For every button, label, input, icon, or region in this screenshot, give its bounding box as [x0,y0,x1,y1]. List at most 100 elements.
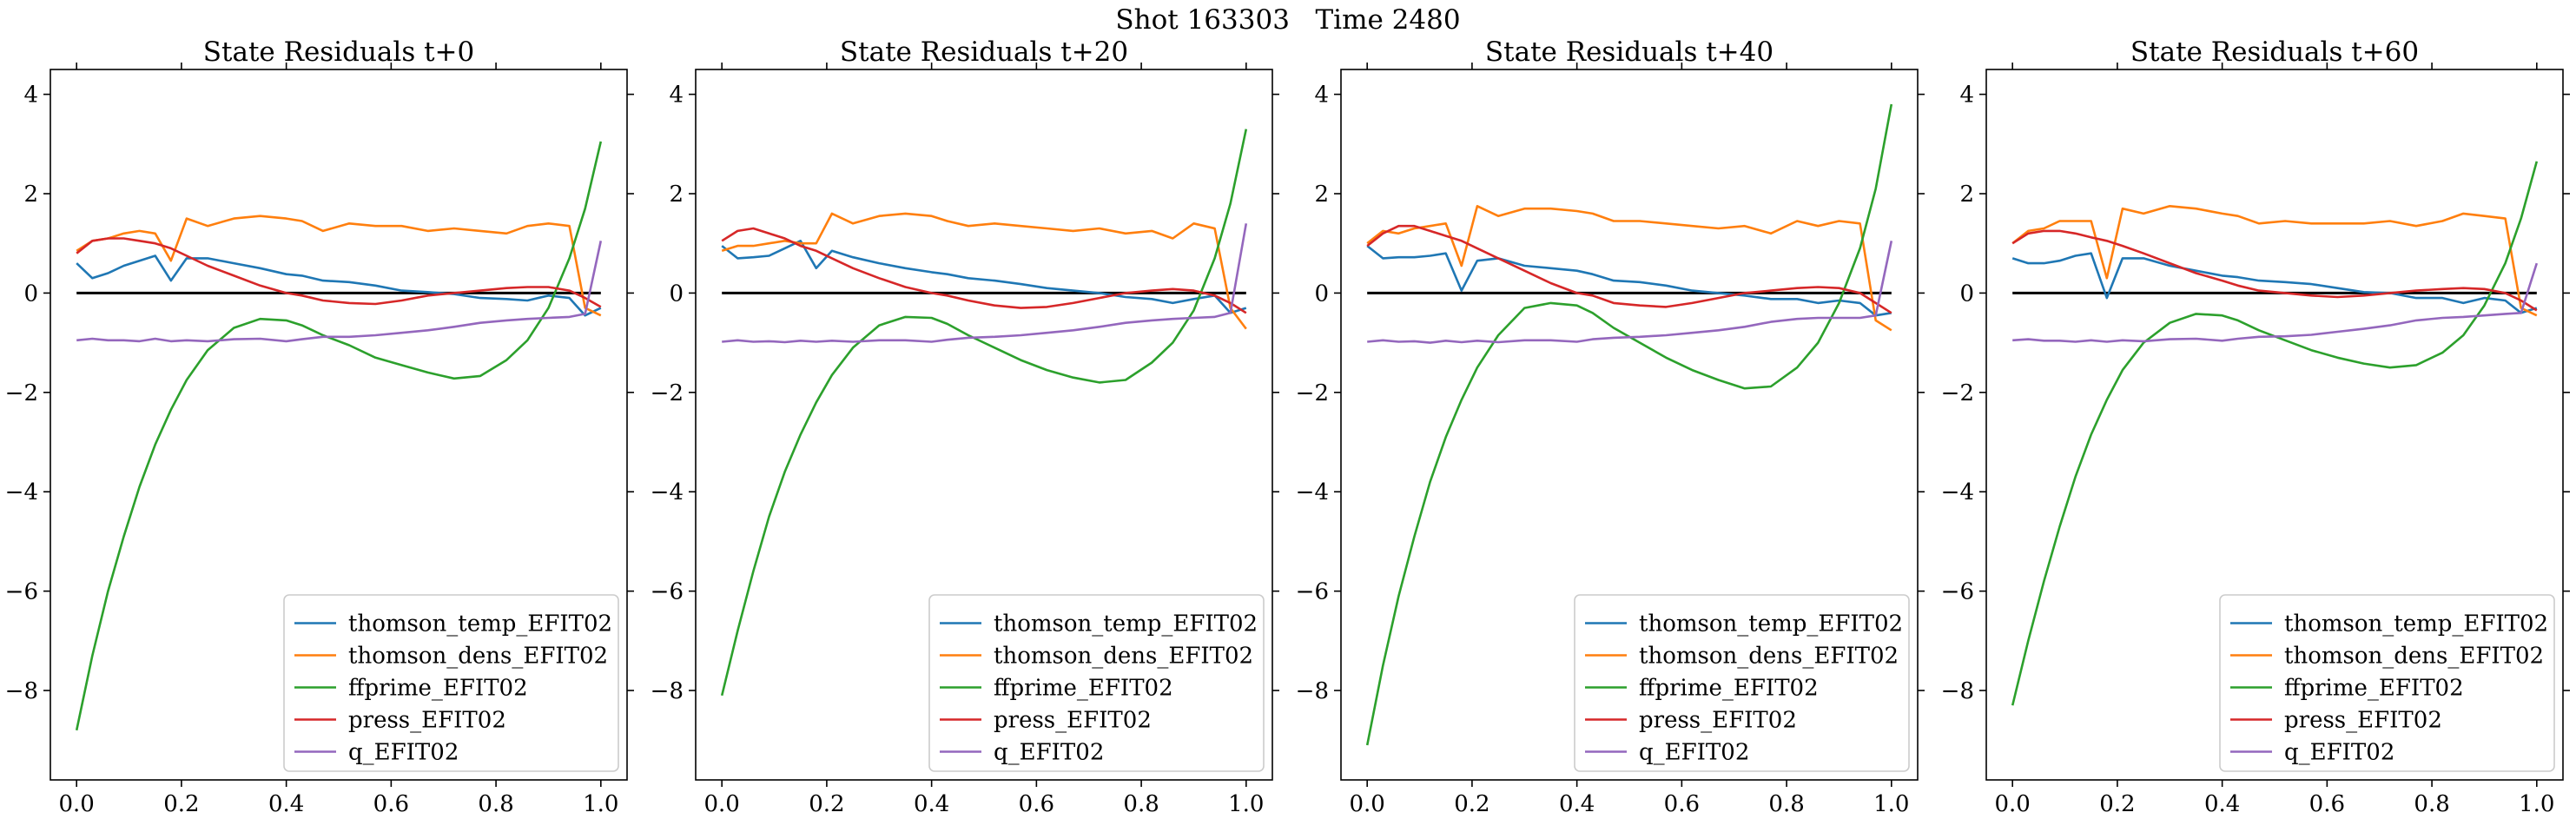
series-line-ffprime_EFIT02 [720,129,1248,697]
y-tick-label: 0 [1314,281,1329,307]
series-line-q_EFIT02 [76,241,603,343]
legend-label: q_EFIT02 [1639,740,1749,766]
x-tick-label: 0.2 [1454,791,1489,817]
series-line-press_EFIT02 [2011,229,2538,312]
series-line-press_EFIT02 [76,237,602,308]
y-tick-label: 4 [1959,83,1974,109]
legend: thomson_temp_EFIT02 thomson_dens_EFIT02ff… [283,594,619,772]
legend-box [928,594,1265,772]
legend-label: thomson_temp_EFIT02 [348,611,612,637]
y-tick-label: −6 [1941,579,1974,605]
legend-label: q_EFIT02 [348,740,459,766]
legend-label: thomson_dens_EFIT02 [2284,644,2544,670]
y-tick-label: 2 [23,182,38,208]
series-line-thomson_temp_EFIT02 [76,254,602,317]
panel-title: State Residuals t+60 [2130,36,2419,68]
y-tick-label: −6 [1296,579,1329,605]
x-tick-label: 1.0 [583,791,618,817]
x-tick-label: 0.2 [2099,791,2135,817]
x-tick-label: 0.2 [809,791,844,817]
series-line-ffprime_EFIT02 [1365,103,1893,746]
legend-label: thomson_temp_EFIT02 [2284,611,2548,637]
x-tick-label: 0.2 [163,791,199,817]
y-tick-label: −4 [1941,479,1974,505]
x-tick-label: 1.0 [1873,791,1909,817]
legend-label: ffprime_EFIT02 [2284,676,2464,702]
series-line-press_EFIT02 [721,227,1247,314]
legend-label: q_EFIT02 [2284,740,2394,766]
series-line-thomson_dens_EFIT02 [1366,205,1892,332]
x-tick-label: 0.4 [914,791,949,817]
chart-panel-4: State Residuals t+60 0.0 0.2 0.4 0.6 0.8 1.0 4 2… [1941,36,2570,817]
x-tick-label: 0.6 [1019,791,1054,817]
plot-frame [1985,69,2564,781]
legend: thomson_temp_EFIT02 thomson_dens_EFIT02ff… [2219,594,2555,772]
legend-box [2219,594,2555,772]
legend-label: ffprime_EFIT02 [994,676,1173,702]
y-tick-label: 0 [23,281,38,307]
series-line-thomson_dens_EFIT02 [2011,205,2538,317]
y-tick-label: −2 [5,380,38,406]
y-tick-label: −6 [651,579,684,605]
series-line-q_EFIT02 [1367,241,1893,344]
x-tick-label: 0.6 [373,791,409,817]
series-line-q_EFIT02 [2012,262,2539,343]
y-tick-label: −2 [651,380,684,406]
x-tick-label: 0.8 [2414,791,2449,817]
legend-label: thomson_dens_EFIT02 [348,644,608,670]
x-tick-label: 0.6 [1664,791,1700,817]
legend-label: press_EFIT02 [348,708,506,734]
legend-label: ffprime_EFIT02 [1639,676,1819,702]
x-tick-label: 0.8 [1123,791,1159,817]
y-tick-label: −4 [1296,479,1329,505]
panels: State Residuals t+0 0.0 0.2 0.4 0.6 0.8 1.0 4 2 0… [5,36,2570,817]
y-tick-label: 2 [1314,182,1329,208]
legend: thomson_temp_EFIT02 thomson_dens_EFIT02ff… [1574,594,1910,772]
series-line-thomson_temp_EFIT02 [2011,252,2538,314]
x-tick-label: 0.4 [268,791,304,817]
y-tick-label: −4 [651,479,684,505]
y-tick-label: −4 [5,479,38,505]
x-tick-label: 0.4 [1559,791,1595,817]
legend-box [283,594,619,772]
chart-panel-2: State Residuals t+20 0.0 0.2 0.4 0.6 0.8 1.0 4 2… [651,36,1279,817]
plot-frame [50,69,628,781]
y-tick-label: −8 [651,678,684,704]
plot-frame [1340,69,1919,781]
legend-label: press_EFIT02 [1639,708,1797,734]
y-tick-label: 2 [1959,182,1974,208]
series-line-thomson_dens_EFIT02 [76,215,602,317]
legend-label: thomson_temp_EFIT02 [994,611,1258,637]
plot-frame [695,69,1273,781]
y-tick-label: −8 [1941,678,1974,704]
x-tick-label: 0.0 [1995,791,2031,817]
legend-label: press_EFIT02 [2284,708,2442,734]
legend-label: q_EFIT02 [994,740,1104,766]
x-tick-label: 0.6 [2309,791,2345,817]
figure-suptitle: Shot 163303 Time 2480 [1115,4,1460,36]
legend-label: press_EFIT02 [994,708,1152,734]
series-line-q_EFIT02 [722,223,1248,344]
y-tick-label: 4 [669,83,684,109]
y-tick-label: −8 [5,678,38,704]
y-tick-label: −2 [1941,380,1974,406]
panel-title: State Residuals t+20 [840,36,1128,68]
y-tick-label: −2 [1296,380,1329,406]
y-tick-label: 4 [23,83,38,109]
series-line-thomson_temp_EFIT02 [721,239,1247,314]
panel-title: State Residuals t+40 [1485,36,1773,68]
x-tick-label: 0.4 [2204,791,2240,817]
legend-label: ffprime_EFIT02 [348,676,528,702]
chart-panel-3: State Residuals t+40 0.0 0.2 0.4 0.6 0.8 1.0 4 2… [1296,36,1925,817]
x-tick-label: 0.0 [1350,791,1385,817]
chart-panel-1: State Residuals t+0 0.0 0.2 0.4 0.6 0.8 1.0 4 2 0… [5,36,634,817]
series-line-ffprime_EFIT02 [2011,161,2539,706]
series-line-thomson_temp_EFIT02 [1366,245,1892,317]
x-tick-label: 1.0 [1228,791,1264,817]
x-tick-label: 1.0 [2519,791,2554,817]
x-tick-label: 0.8 [478,791,513,817]
y-tick-label: 0 [669,281,684,307]
panel-title: State Residuals t+0 [203,36,474,68]
series-line-press_EFIT02 [1366,224,1892,314]
